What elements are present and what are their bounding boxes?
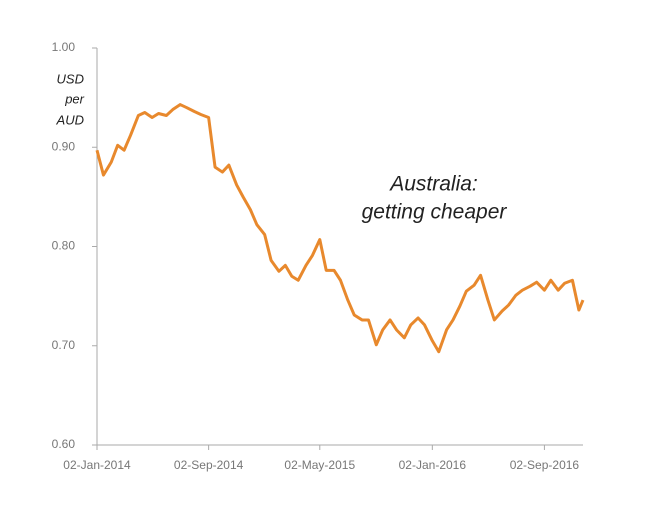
x-tick-label: 02-Jan-2016 <box>399 458 467 472</box>
y-tick-label: 0.80 <box>52 239 76 253</box>
y-tick-label: 0.90 <box>52 139 76 153</box>
y-tick-label: 0.70 <box>52 338 76 352</box>
x-tick-label: 02-Jan-2014 <box>63 458 131 472</box>
x-tick-label: 02-Sep-2016 <box>510 458 580 472</box>
y-axis-label: per <box>64 91 84 106</box>
y-axis-label: USD <box>57 71 84 86</box>
y-axis-label: AUD <box>56 112 84 127</box>
annotation: getting cheaper <box>362 201 508 224</box>
x-tick-label: 02-May-2015 <box>284 458 355 472</box>
y-tick-label: 1.00 <box>52 40 76 54</box>
annotation: Australia: <box>388 173 478 196</box>
data-line <box>95 103 585 354</box>
x-tick-label: 02-Sep-2014 <box>174 458 244 472</box>
y-tick-label: 0.60 <box>52 437 76 451</box>
